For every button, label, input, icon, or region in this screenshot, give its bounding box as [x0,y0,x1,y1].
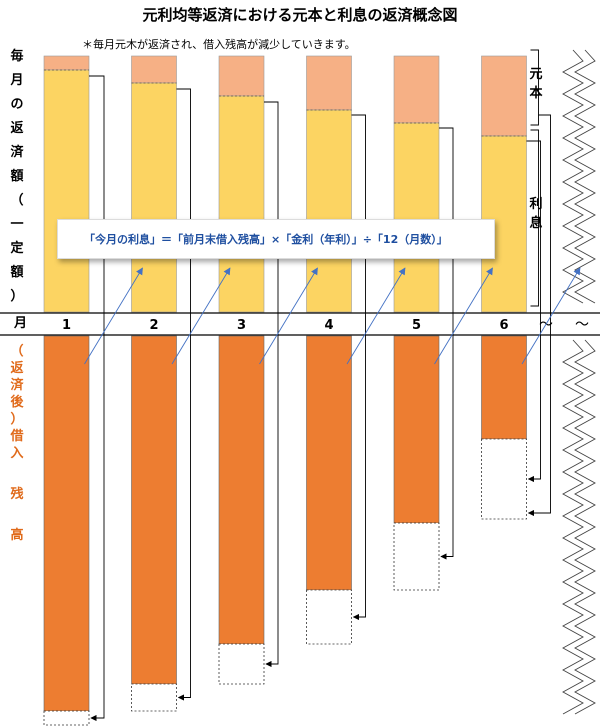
interest-bracket [530,129,539,307]
label-char: 月 [10,73,24,88]
principal-bar [218,55,265,97]
month-tick-label: 6 [499,318,508,333]
balance-bar [43,335,90,712]
label-char: 後 [10,395,24,410]
principal-bar [481,55,527,137]
label-char: の [10,97,24,112]
principal-bracket [530,49,539,126]
formula-arrow [259,267,318,365]
repayment-connector [351,114,366,621]
repayment-arrows [89,75,541,722]
formula-arrow [84,267,143,365]
interest-bar [131,82,177,313]
principal-bar [43,55,90,71]
label-char: 額 [10,169,24,184]
label-char: （ [10,344,24,359]
label-char: 一 [10,217,24,232]
interest-bar [218,95,265,313]
formula-arrow [521,267,581,365]
label-char: （ [10,193,24,208]
label-char: 済 [10,145,24,160]
formula-text: 「今月の利息」＝「前月末借入残高」×「金利（年利）」÷「12（月数）」 [84,233,448,246]
repayment-connector [264,101,279,668]
label-char: 済 [10,378,24,393]
repaid-portion [131,683,177,712]
balance-bars [43,335,527,726]
balance-bar [393,335,440,524]
repaid-portion [393,522,440,591]
month-tick-label: 2 [149,318,158,333]
label-char: 毎 [10,49,24,64]
label-char: 定 [10,241,24,256]
label-char: 高 [10,528,24,543]
zigzag-top-a [562,49,584,304]
right-label-interest: 利息 [523,198,549,236]
label-char: 返 [10,121,24,136]
payment-bars [43,55,527,313]
zigzag-bottom-a [562,339,584,715]
left-label-balance: （ 返済後 ） 借入残高 [4,345,30,570]
principal-bar [306,55,352,111]
repayment-connector [439,127,454,560]
label-char: 返 [10,361,24,376]
continuation-zigzag [562,49,596,715]
formula-box: 「今月の利息」＝「前月末借入残高」×「金利（年利）」÷「12（月数）」 [57,219,495,259]
zigzag-top-b [574,49,596,304]
label-char: 元 [529,67,543,82]
repaid-portion [481,438,527,520]
left-label-monthly-payment: 毎月の返済額（一定額） [4,50,30,314]
principal-bar [393,55,440,124]
right-brackets [527,49,551,517]
balance-bar [481,335,527,440]
balance-bar [131,335,177,685]
right-label-principal: 元本 [523,68,549,106]
month-tick-label: 5 [412,318,421,333]
label-char: ） [10,289,24,304]
diagram-note: ＊毎月元木が返済され、借入残高が減少していきます。 [82,38,356,51]
label-char: 額 [10,265,24,280]
label-char: 利 [529,197,543,212]
repaid-portion [218,643,265,685]
formula-arrow [346,267,406,365]
label-char: 本 [529,86,543,101]
label-char: ） [10,412,24,427]
month6-connector [527,114,551,517]
month-tick-label: 1 [62,318,71,333]
interest-bar [393,122,440,313]
axis-title-month: 月 [14,316,28,331]
balance-bar [306,335,352,591]
diagram-title: 元利均等返済における元本と利息の返済概念図 [142,6,458,24]
repaid-portion [306,589,352,645]
label-char: 息 [529,216,543,231]
label-char: 入 [10,446,24,461]
label-char: 借 [10,429,24,444]
interest-bar [306,109,352,313]
interest-bar [43,69,90,313]
continuation-mark: ～ [575,317,589,333]
principal-bar [131,55,177,84]
repayment-connector [526,140,541,483]
balance-bar [218,335,265,645]
formula-arrows [84,267,581,365]
formula-arrow [171,267,231,365]
month-tick-label: 4 [324,318,333,333]
zigzag-bottom-b [574,339,596,715]
repaid-portion [43,710,90,726]
month-tick-label: 3 [237,318,246,333]
label-char: 残 [10,487,24,502]
repayment-connector [89,75,105,722]
repayment-connector [176,88,191,701]
formula-arrow [434,267,493,365]
